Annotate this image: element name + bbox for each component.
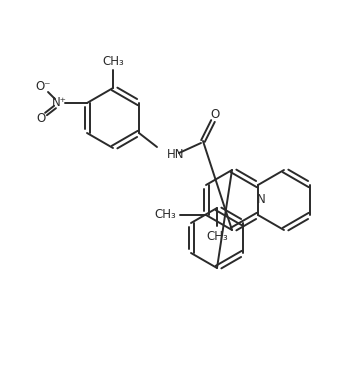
- Text: N⁺: N⁺: [52, 96, 67, 110]
- Text: O: O: [37, 113, 46, 125]
- Text: N: N: [257, 193, 265, 206]
- Text: CH₃: CH₃: [206, 230, 228, 243]
- Text: CH₃: CH₃: [102, 55, 124, 68]
- Text: O⁻: O⁻: [35, 80, 51, 94]
- Text: HN: HN: [167, 149, 185, 161]
- Text: CH₃: CH₃: [154, 209, 176, 221]
- Text: O: O: [210, 108, 220, 122]
